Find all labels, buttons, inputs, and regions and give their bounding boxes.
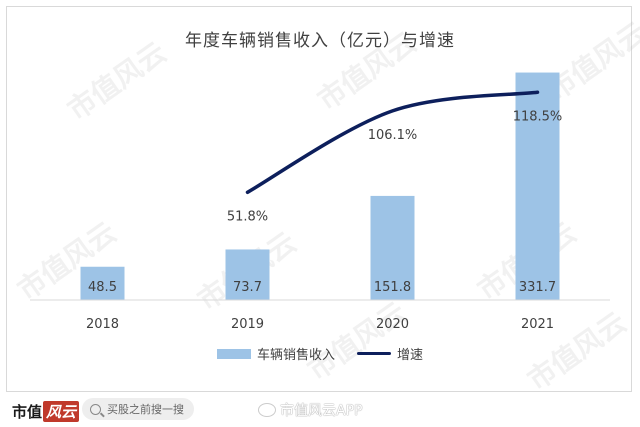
- legend-swatch-line: [357, 352, 391, 355]
- bar: [370, 195, 415, 300]
- bar: [515, 72, 560, 300]
- legend-item-line[interactable]: 增速: [357, 344, 423, 363]
- legend-item-bar[interactable]: 车辆销售收入: [216, 344, 335, 363]
- bar-value-label: 331.7: [519, 280, 556, 295]
- growth-value-label: 51.8%: [227, 209, 268, 224]
- chart-plot: 2018 2019 2020 2021 48.5 73.7 151.8 331.7 51.8% 1…: [30, 72, 610, 332]
- brand-logo[interactable]: 市值 风云: [12, 401, 80, 422]
- weibo-icon: [258, 403, 276, 417]
- legend-label-bar: 车辆销售收入: [256, 348, 335, 363]
- growth-value-label: 118.5%: [513, 109, 563, 124]
- weibo-account[interactable]: 市值风云APP: [258, 400, 362, 420]
- footer: 市值 风云 买股之前搜一搜 市值风云APP: [0, 393, 640, 427]
- legend: 车辆销售收入 增速: [0, 344, 640, 363]
- x-tick-label: 2018: [86, 317, 119, 332]
- brand-accent: 风云: [43, 401, 80, 422]
- bar-value-label: 73.7: [233, 280, 262, 295]
- weibo-text: 市值风云APP: [280, 403, 363, 419]
- chart-title: 年度车辆销售收入（亿元）与增速: [185, 31, 455, 51]
- brand-main: 市值: [12, 403, 43, 421]
- growth-line: [245, 90, 540, 195]
- bar-value-label: 48.5: [88, 280, 117, 295]
- search-text: 买股之前搜一搜: [107, 403, 184, 416]
- x-tick-label: 2021: [521, 317, 554, 332]
- x-tick-label: 2020: [376, 317, 409, 332]
- bar: [225, 249, 270, 300]
- x-tick-label: 2019: [231, 317, 264, 332]
- bar: [80, 266, 125, 300]
- bar-value-label: 151.8: [374, 280, 411, 295]
- search-box[interactable]: 买股之前搜一搜: [82, 398, 194, 420]
- legend-swatch-bar: [216, 348, 251, 359]
- legend-label-line: 增速: [397, 348, 424, 363]
- growth-value-label: 106.1%: [368, 128, 418, 143]
- search-icon: [90, 403, 101, 415]
